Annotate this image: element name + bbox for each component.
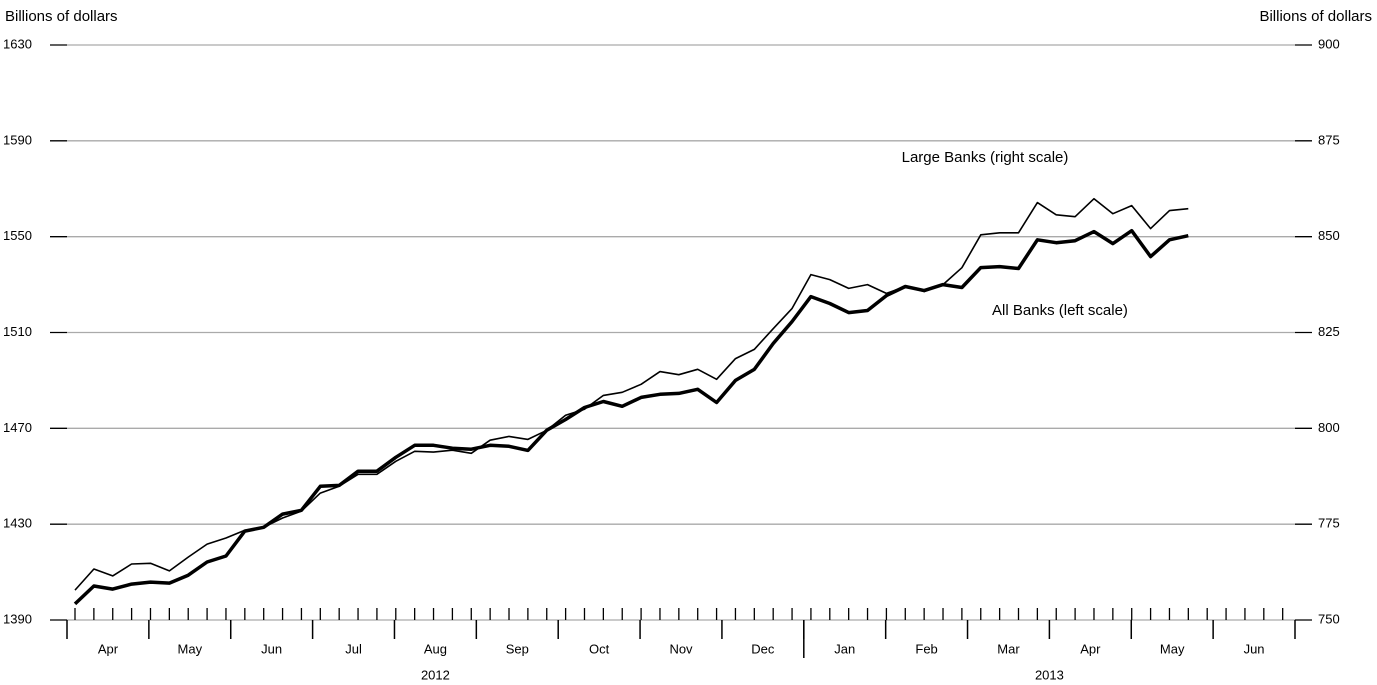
x-tick-label: Mar (997, 641, 1020, 656)
y-axis-title: Billions of dollars (5, 8, 118, 25)
y2-tick-label: 850 (1318, 228, 1340, 243)
year-label: 2012 (421, 667, 450, 682)
y2-tick-label: 875 (1318, 132, 1340, 147)
y-tick-label: 1590 (3, 132, 32, 147)
y-tick-label: 1550 (3, 228, 32, 243)
y2-tick-label: 775 (1318, 516, 1340, 531)
x-tick-label: Jul (345, 641, 362, 656)
x-tick-label: Jun (1244, 641, 1265, 656)
x-tick-label: Jun (261, 641, 282, 656)
y-tick-label: 1430 (3, 516, 32, 531)
x-tick-label: Sep (506, 641, 529, 656)
year-label: 2013 (1035, 667, 1064, 682)
series-line (74, 197, 1189, 591)
x-tick-label: Feb (915, 641, 937, 656)
y-tick-label: 1510 (3, 324, 32, 339)
x-tick-label: Oct (589, 641, 610, 656)
y2-axis-title: Billions of dollars (1259, 8, 1372, 25)
x-tick-label: Jan (834, 641, 855, 656)
y-tick-label: 1630 (3, 36, 32, 51)
y-tick-label: 1390 (3, 611, 32, 626)
y2-tick-label: 800 (1318, 420, 1340, 435)
series-line (73, 228, 1189, 606)
x-tick-label: Dec (751, 641, 775, 656)
x-tick-label: Aug (424, 641, 447, 656)
x-tick-label: Apr (98, 641, 119, 656)
annotation: Large Banks (right scale) (902, 149, 1069, 166)
x-tick-label: Nov (669, 641, 693, 656)
y2-tick-label: 825 (1318, 324, 1340, 339)
y-tick-label: 1470 (3, 420, 32, 435)
x-tick-label: May (1160, 641, 1185, 656)
x-tick-label: Apr (1080, 641, 1101, 656)
x-tick-label: May (178, 641, 203, 656)
y2-tick-label: 750 (1318, 611, 1340, 626)
y2-tick-label: 900 (1318, 36, 1340, 51)
annotation: All Banks (left scale) (992, 302, 1128, 319)
